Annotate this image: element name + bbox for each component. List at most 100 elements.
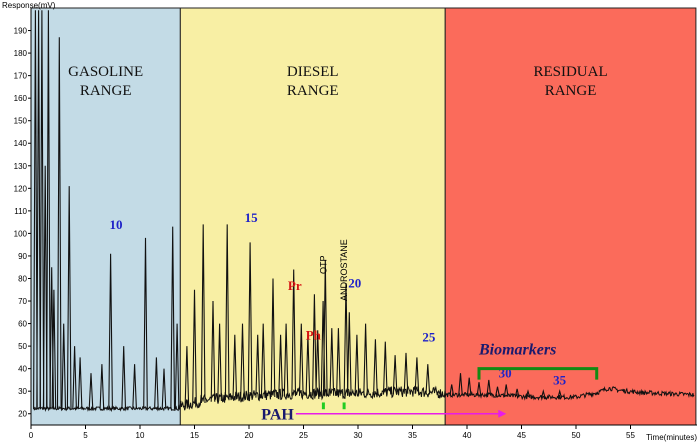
x-tick-label: 10	[136, 431, 145, 440]
peak	[88, 373, 94, 410]
peak	[425, 364, 431, 395]
region-label-3: RESIDUAL	[533, 64, 607, 80]
peak	[315, 330, 321, 396]
region-label-2: DIESEL	[287, 64, 339, 80]
peak	[312, 294, 317, 396]
peak	[154, 357, 159, 410]
peak	[61, 323, 67, 410]
region-1	[30, 7, 181, 426]
peak	[336, 328, 341, 396]
peak	[247, 242, 253, 398]
x-tick-label: 20	[245, 431, 254, 440]
peak	[495, 386, 500, 397]
peak	[525, 389, 531, 398]
peak	[170, 226, 176, 410]
peak	[322, 260, 328, 396]
y-tick-label: 120	[14, 184, 28, 193]
y-tick-label: 190	[14, 27, 28, 36]
peak	[291, 269, 297, 397]
chromatogram-trace	[33, 10, 695, 413]
region-3	[444, 7, 697, 426]
y-tick-label: 150	[14, 117, 28, 126]
peak	[298, 323, 304, 396]
x-tick-label: 55	[626, 431, 635, 440]
peak	[210, 300, 216, 402]
peak	[184, 346, 190, 408]
peak	[224, 224, 230, 401]
range-regions: GASOLINE RANGE DIESEL RANGE RESIDUAL RANGE	[30, 7, 697, 426]
peak	[270, 278, 276, 398]
x-tick-label: 25	[299, 431, 308, 440]
peak	[414, 357, 420, 394]
peak	[108, 253, 113, 410]
pah-label: PAH	[261, 407, 294, 424]
peak	[217, 323, 222, 402]
y-tick-label: 110	[14, 207, 27, 216]
peak	[46, 10, 51, 410]
peak	[77, 357, 83, 410]
y-tick-label: 30	[18, 387, 27, 396]
y-tick-label: 100	[14, 229, 28, 238]
x-tick-label: 45	[517, 431, 526, 440]
carbon-number-label: 10	[110, 217, 123, 232]
y-tick-label: 90	[18, 252, 27, 261]
peak	[278, 334, 283, 397]
region-label-2-line2: RANGE	[287, 83, 339, 99]
x-tick-label: 15	[190, 431, 199, 440]
peak	[363, 323, 368, 396]
x-tick-label: 5	[83, 431, 88, 440]
standard-label: OTP	[318, 255, 328, 274]
peak	[466, 377, 472, 396]
y-axis-title: Response(mV)	[2, 1, 56, 10]
carbon-number-label: 20	[348, 276, 361, 291]
x-axis-title: Time(minutes)	[646, 433, 697, 442]
peak	[354, 334, 360, 396]
carbon-number-label: 25	[422, 330, 436, 345]
region-label-1-line2: RANGE	[80, 83, 132, 99]
peak	[346, 312, 352, 396]
peak	[132, 364, 137, 410]
peak	[174, 323, 180, 410]
y-tick-label: 130	[14, 162, 28, 171]
tick-labels: 2030405060708090100110120130140150160170…	[14, 27, 636, 440]
biomarkers-bracket	[477, 367, 599, 380]
carbon-number-label: 35	[553, 372, 567, 387]
peak	[240, 323, 245, 399]
y-tick-label: 50	[18, 342, 27, 351]
compound-label: Pr	[288, 278, 302, 293]
x-tick-label: 40	[463, 431, 472, 440]
axes	[30, 8, 697, 426]
x-tick-label: 0	[29, 431, 34, 440]
peak	[436, 389, 442, 396]
peak	[557, 389, 563, 399]
peak	[192, 289, 197, 406]
peak	[503, 384, 509, 397]
peak	[373, 339, 378, 396]
y-tick-label: 40	[18, 365, 27, 374]
peak	[449, 384, 455, 396]
peak	[72, 346, 77, 410]
peak	[458, 373, 463, 396]
y-tick-label: 170	[14, 72, 28, 81]
peak	[343, 282, 349, 396]
peak	[283, 323, 289, 397]
peak	[99, 364, 105, 410]
peak	[329, 328, 335, 396]
peak	[143, 237, 148, 410]
peak	[200, 224, 206, 404]
x-tick-label: 30	[354, 431, 363, 440]
y-tick-label: 180	[14, 49, 28, 58]
y-tick-label: 140	[14, 139, 28, 148]
y-tick-label: 70	[18, 297, 27, 306]
x-tick-label: 35	[408, 431, 417, 440]
peak	[36, 10, 41, 410]
x-tick-label: 50	[572, 431, 581, 440]
peak	[486, 379, 492, 396]
peak	[260, 323, 266, 398]
standard-label: ANDROSTANE	[339, 239, 349, 301]
peak	[305, 334, 311, 396]
peak	[51, 289, 57, 410]
y-tick-label: 20	[18, 410, 27, 419]
